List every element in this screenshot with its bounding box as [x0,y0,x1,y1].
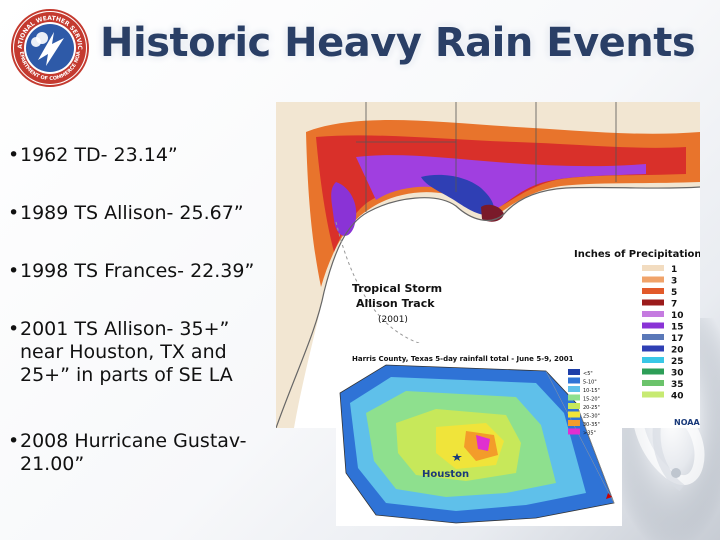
bullet-dot: • [8,430,20,452]
legend-swatch [642,357,664,363]
bullet-line: 25+” in parts of SE LA [20,364,233,386]
inset-legend-swatch [568,394,580,401]
legend-title: Inches of Precipitation [574,249,700,260]
track-label: Tropical Storm [352,282,442,295]
inset-legend-label: <5" [583,371,593,377]
inset-title: Harris County, Texas 5-day rainfall tota… [352,355,574,363]
bullet-line: 1998 TS Frances- 22.39” [20,260,255,282]
legend-swatch [642,265,664,271]
legend-swatch [642,334,664,340]
inset-legend-label: 15-20" [583,397,600,403]
legend-swatch [642,368,664,375]
legend-swatch [642,391,664,398]
legend-label: 17 [671,334,684,344]
inset-legend-swatch [568,411,580,418]
inset-legend-label: 20-25" [583,405,600,411]
bullet-dot: • [8,202,20,224]
bullet-1962: • 1962 TD- 23.14” [8,144,278,167]
bullet-2008: • 2008 Hurricane Gustav- 21.00” [8,430,278,476]
legend-label: 40 [671,392,684,402]
legend-swatch [642,322,664,329]
bullet-line: 21.00” [20,453,85,475]
legend-label: 7 [671,300,677,310]
inset-legend: <5" 5-10" 10-15" 15-20" 20-25" 25-30" 30-35" >3… [568,369,600,437]
bullet-dot: • [8,144,20,166]
noaa-credit: NOAA [674,418,700,427]
inset-legend-swatch [568,369,580,375]
legend-swatch [642,311,664,317]
inset-legend-swatch [568,386,580,392]
inset-legend-label: 5-10" [583,380,597,386]
bullet-1998: • 1998 TS Frances- 22.39” [8,260,278,283]
legend-label: 1 [671,265,677,275]
bullet-line: 1962 TD- 23.14” [20,144,178,166]
legend-label: 5 [671,288,677,298]
legend-label: 30 [671,369,684,379]
track-year: (2001) [378,315,408,325]
inset-legend-label: 30-35" [583,422,600,428]
houston-star-icon [452,453,462,461]
inset-legend-swatch [568,403,580,409]
inset-legend-label: 10-15" [583,388,600,394]
bullet-1989: • 1989 TS Allison- 25.67” [8,202,278,225]
bullet-2001: • 2001 TS Allison- 35+” near Houston, TX… [8,318,278,387]
legend-swatch [642,345,664,352]
legend-label: 35 [671,380,684,390]
legend-label: 20 [671,346,684,356]
inset-legend-label: 25-30" [583,414,600,420]
legend-swatch [642,276,664,283]
inset-legend-label: >35" [583,431,596,437]
slide-title: Historic Heavy Rain Events [100,20,696,66]
legend-label: 3 [671,277,677,287]
city-label: Houston [422,469,469,480]
bullet-line: 2001 TS Allison- 35+” [20,318,230,340]
legend-label: 10 [671,311,684,321]
inset-legend-swatch [568,420,580,426]
marker-icon [606,493,612,499]
legend-swatch [642,380,664,386]
legend-swatch [642,299,664,306]
track-label: Allison Track [356,297,435,310]
bullet-line: 2008 Hurricane Gustav- [20,430,247,452]
inset-legend-swatch [568,377,580,384]
legend-swatch [642,288,664,294]
bullet-dot: • [8,318,20,340]
legend-label: 25 [671,357,684,367]
harris-county-inset: Harris County, Texas 5-day rainfall tota… [336,343,622,526]
bullet-line: near Houston, TX and [20,341,227,363]
bullet-dot: • [8,260,20,282]
bullet-line: 1989 TS Allison- 25.67” [20,202,244,224]
legend-label: 15 [671,323,684,333]
inset-legend-swatch [568,428,580,435]
